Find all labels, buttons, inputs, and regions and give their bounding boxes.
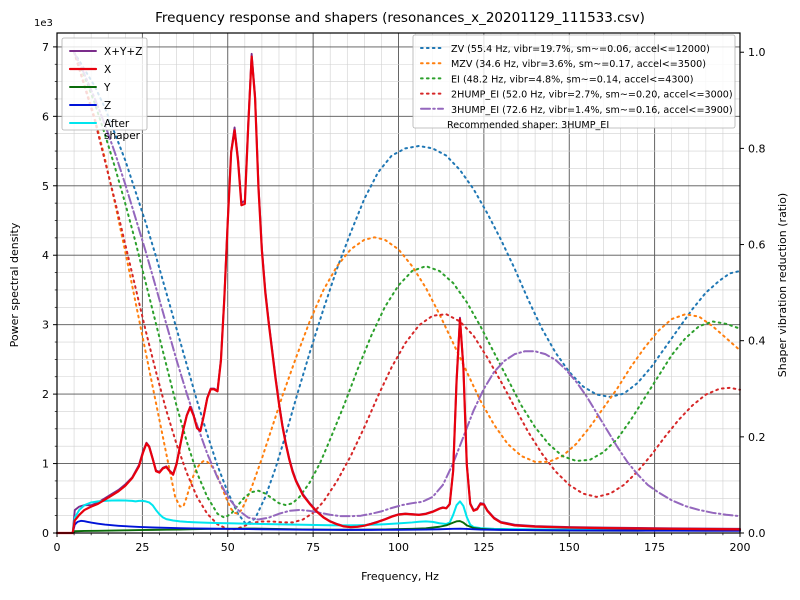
y-tick-label-right: 0.8 <box>748 142 766 155</box>
legend-label: X <box>104 64 111 76</box>
legend-label: Y <box>103 82 111 94</box>
legend-label: 2HUMP_EI (52.0 Hz, vibr=2.7%, sm~=0.20, … <box>451 90 733 101</box>
legend-shapers: ZV (55.4 Hz, vibr=19.7%, sm~=0.06, accel… <box>412 34 736 131</box>
y-tick-label: 4 <box>42 249 49 262</box>
x-tick-label: 100 <box>388 541 409 554</box>
legend-label: X+Y+Z <box>104 46 142 58</box>
legend-label: shaper <box>104 130 141 142</box>
y-tick-label: 1 <box>42 458 49 471</box>
x-tick-label: 0 <box>54 541 61 554</box>
legend-label: After <box>104 118 130 130</box>
y-tick-label-right: 1.0 <box>748 46 766 59</box>
x-tick-label: 75 <box>306 541 320 554</box>
x-tick-label: 200 <box>730 541 751 554</box>
curve-x <box>55 55 742 535</box>
y-tick-label: 2 <box>42 388 49 401</box>
x-tick-label: 50 <box>221 541 235 554</box>
chart-title: Frequency response and shapers (resonanc… <box>155 10 645 26</box>
curve-2hump-ei <box>73 51 741 531</box>
x-tick-label: 25 <box>135 541 149 554</box>
axes-and-ticks: 0 25 50 75 100 125 150 175 200 0 1 2 3 4 5 6 7 0.0 0.2 0.4 0… <box>42 32 766 554</box>
legend-label: EI (48.2 Hz, vibr=4.8%, sm~=0.14, accel<… <box>451 74 693 85</box>
y-axis-exponent: 1e3 <box>34 18 53 29</box>
y-tick-label-right: 0.2 <box>748 431 766 444</box>
legend-label: Z <box>104 100 111 112</box>
y-axis-label: Power spectral density <box>8 222 21 347</box>
y-axis-label-right: Shaper vibration reduction (ratio) <box>776 193 789 377</box>
y-tick-label: 3 <box>42 319 49 332</box>
curve-mzv <box>73 51 741 515</box>
curve-after-shaper <box>56 499 741 534</box>
y-tick-label-right: 0.4 <box>748 335 766 348</box>
y-tick-label: 0 <box>42 527 49 540</box>
y-tick-label: 6 <box>42 110 49 123</box>
x-tick-label: 150 <box>559 541 580 554</box>
y-tick-label: 5 <box>42 180 49 193</box>
x-axis-label: Frequency, Hz <box>361 570 439 583</box>
legend-label: ZV (55.4 Hz, vibr=19.7%, sm~=0.06, accel… <box>451 44 710 55</box>
curve-3hump-ei <box>73 51 741 521</box>
curve-ei <box>73 51 741 519</box>
y-tick-label-right: 0.0 <box>748 527 766 540</box>
data-curves <box>55 51 742 535</box>
legend-label: MZV (34.6 Hz, vibr=3.6%, sm~=0.17, accel… <box>451 59 706 70</box>
y-tick-label: 7 <box>42 41 49 54</box>
curve-z <box>56 519 741 534</box>
legend-label: Recommended shaper: 3HUMP_EI <box>447 120 609 131</box>
x-tick-label: 175 <box>644 541 665 554</box>
y-tick-label-right: 0.6 <box>748 239 766 252</box>
curve-zv <box>73 51 741 526</box>
legend-label: 3HUMP_EI (72.6 Hz, vibr=1.4%, sm~=0.16, … <box>451 105 733 116</box>
x-tick-label: 125 <box>473 541 494 554</box>
